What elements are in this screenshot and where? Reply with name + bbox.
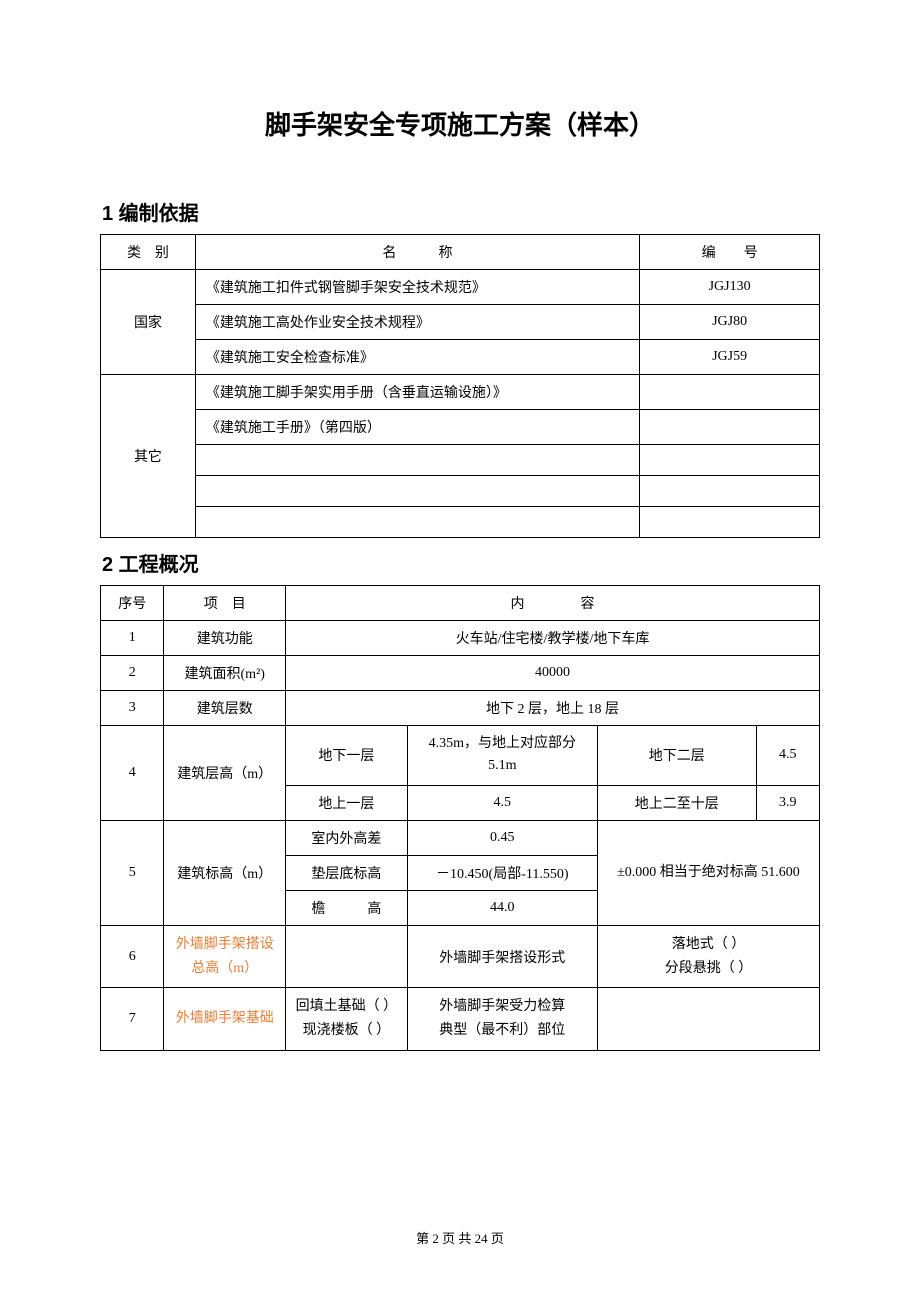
cell-code: JGJ130: [640, 270, 820, 305]
cell: 地上二至十层: [597, 785, 756, 820]
cell: 垫层底标高: [286, 855, 408, 890]
table-row: [101, 507, 820, 538]
cell-code: [640, 476, 820, 507]
cell: 回填土基础（ ） 现浇楼板（ ）: [286, 988, 408, 1051]
cell: 外墙脚手架受力检算 典型（最不利）部位: [407, 988, 597, 1051]
header-seq: 序号: [101, 586, 164, 621]
table-overview: 序号 项 目 内 容 1 建筑功能 火车站/住宅楼/教学楼/地下车库 2 建筑面…: [100, 585, 820, 1051]
table-header-row: 类 别 名 称 编 号: [101, 235, 820, 270]
cell-category: 其它: [101, 375, 196, 538]
cell-code: [640, 410, 820, 445]
document-title: 脚手架安全专项施工方案（样本）: [100, 105, 820, 142]
table-row: 5 建筑标高（m） 室内外高差 0.45 ±0.000 相当于绝对标高 51.6…: [101, 820, 820, 855]
page-footer: 第 2 页 共 24 页: [0, 1228, 920, 1247]
cell: 44.0: [407, 890, 597, 925]
cell-project: 建筑功能: [164, 621, 286, 656]
cell: 室内外高差: [286, 820, 408, 855]
table-row: 7 外墙脚手架基础 回填土基础（ ） 现浇楼板（ ） 外墙脚手架受力检算 典型（…: [101, 988, 820, 1051]
cell-name: [195, 507, 639, 538]
cell-name: 《建筑施工手册》（第四版）: [195, 410, 639, 445]
cell: 落地式（ ） 分段悬挑（ ）: [597, 925, 819, 988]
cell-name: [195, 445, 639, 476]
cell-seq: 7: [101, 988, 164, 1051]
cell: 4.35m，与地上对应部分 5.1m: [407, 726, 597, 786]
header-category: 类 别: [101, 235, 196, 270]
cell-name: 《建筑施工高处作业安全技术规程》: [195, 305, 639, 340]
table-row: 《建筑施工手册》（第四版）: [101, 410, 820, 445]
cell-content: 40000: [286, 656, 820, 691]
cell: [286, 925, 408, 988]
table-row: 《建筑施工安全检查标准》 JGJ59: [101, 340, 820, 375]
cell-project: 外墙脚手架搭设总高（m）: [164, 925, 286, 988]
cell-project: 建筑层高（m）: [164, 726, 286, 821]
table-row: 其它 《建筑施工脚手架实用手册（含垂直运输设施）》: [101, 375, 820, 410]
cell: 地上一层: [286, 785, 408, 820]
cell-name: 《建筑施工脚手架实用手册（含垂直运输设施）》: [195, 375, 639, 410]
cell-content: 地下 2 层，地上 18 层: [286, 691, 820, 726]
cell-line: 典型（最不利）部位: [414, 1019, 591, 1043]
cell-project: 建筑标高（m）: [164, 820, 286, 925]
cell: 外墙脚手架搭设形式: [407, 925, 597, 988]
header-code: 编 号: [640, 235, 820, 270]
cell-code: JGJ59: [640, 340, 820, 375]
cell: 3.9: [756, 785, 819, 820]
table-row: 1 建筑功能 火车站/住宅楼/教学楼/地下车库: [101, 621, 820, 656]
cell-name: 《建筑施工扣件式钢管脚手架安全技术规范》: [195, 270, 639, 305]
table-row: 2 建筑面积(m²) 40000: [101, 656, 820, 691]
table-row: [101, 476, 820, 507]
cell-seq: 5: [101, 820, 164, 925]
header-name: 名 称: [195, 235, 639, 270]
cell-line: 外墙脚手架受力检算: [414, 995, 591, 1019]
cell: 檐 高: [286, 890, 408, 925]
table-row: 《建筑施工高处作业安全技术规程》 JGJ80: [101, 305, 820, 340]
cell-line: 落地式（ ）: [604, 933, 813, 957]
cell-content: 火车站/住宅楼/教学楼/地下车库: [286, 621, 820, 656]
cell-category: 国家: [101, 270, 196, 375]
cell-project: 建筑层数: [164, 691, 286, 726]
cell: 地下二层: [597, 726, 756, 786]
cell-seq: 6: [101, 925, 164, 988]
table-row: 6 外墙脚手架搭设总高（m） 外墙脚手架搭设形式 落地式（ ） 分段悬挑（ ）: [101, 925, 820, 988]
cell-line: 现浇楼板（ ）: [292, 1019, 401, 1043]
table-basis: 类 别 名 称 编 号 国家 《建筑施工扣件式钢管脚手架安全技术规范》 JGJ1…: [100, 234, 820, 538]
cell: ±0.000 相当于绝对标高 51.600: [597, 820, 819, 925]
cell-name: 《建筑施工安全检查标准》: [195, 340, 639, 375]
table-row: 4 建筑层高（m） 地下一层 4.35m，与地上对应部分 5.1m 地下二层 4…: [101, 726, 820, 786]
cell-seq: 2: [101, 656, 164, 691]
cell-line: 回填土基础（ ）: [292, 995, 401, 1019]
cell-seq: 1: [101, 621, 164, 656]
cell: 4.5: [407, 785, 597, 820]
section2-heading: 2 工程概况: [100, 548, 820, 577]
section1-heading: 1 编制依据: [100, 197, 820, 226]
table-header-row: 序号 项 目 内 容: [101, 586, 820, 621]
cell-project: 外墙脚手架基础: [164, 988, 286, 1051]
cell: [597, 988, 819, 1051]
cell-code: [640, 507, 820, 538]
cell-seq: 4: [101, 726, 164, 821]
cell: 地下一层: [286, 726, 408, 786]
cell-line: 分段悬挑（ ）: [604, 957, 813, 981]
cell: 4.5: [756, 726, 819, 786]
cell-name: [195, 476, 639, 507]
cell: －10.450(局部-11.550): [407, 855, 597, 890]
table-row: 国家 《建筑施工扣件式钢管脚手架安全技术规范》 JGJ130: [101, 270, 820, 305]
cell-code: [640, 375, 820, 410]
header-content: 内 容: [286, 586, 820, 621]
table-row: [101, 445, 820, 476]
cell-seq: 3: [101, 691, 164, 726]
cell-code: JGJ80: [640, 305, 820, 340]
cell-project: 建筑面积(m²): [164, 656, 286, 691]
cell-code: [640, 445, 820, 476]
table-row: 3 建筑层数 地下 2 层，地上 18 层: [101, 691, 820, 726]
cell: 0.45: [407, 820, 597, 855]
header-project: 项 目: [164, 586, 286, 621]
